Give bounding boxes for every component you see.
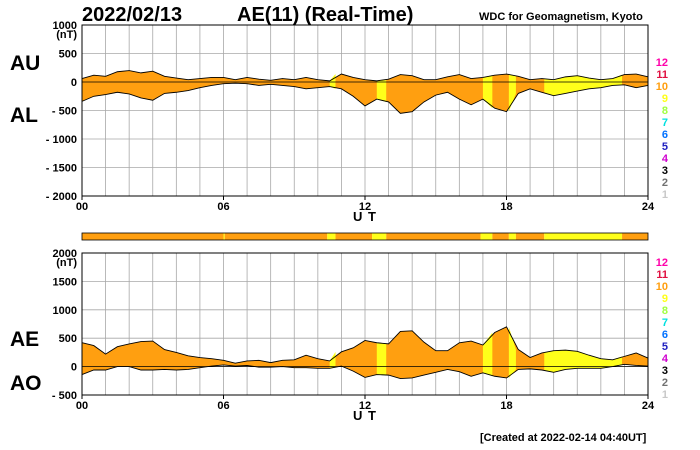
ae-ao-scale-level: 4: [662, 353, 669, 365]
ae-ao-x-tick: 12: [359, 400, 371, 412]
ae-ao-scale-level: 2: [662, 377, 668, 389]
au-al-y-tick: 1000: [53, 20, 77, 32]
activity-bar-segment: [492, 233, 509, 240]
au-al-scale-level: 1: [662, 189, 668, 201]
ae-ao-x-label: U T: [353, 408, 377, 423]
au-al-y-label: (nT): [56, 29, 77, 41]
au-al-x-tick: 06: [217, 201, 229, 213]
activity-bar-segment: [327, 233, 336, 240]
au-al-scale-level: 7: [662, 117, 668, 129]
au-al-quiet-band: [376, 79, 387, 102]
ae-ao-scale-level: 12: [656, 257, 668, 269]
ae-ao-quiet-band: [508, 326, 516, 378]
chart-title: AE(11) (Real-Time): [237, 4, 414, 26]
activity-bar-segment: [480, 233, 493, 240]
au-al-y-tick: - 2000: [46, 191, 77, 203]
activity-bar-segment: [386, 233, 481, 240]
au-al-quiet-band: [544, 74, 623, 96]
au-al-scale-level: 6: [662, 129, 668, 141]
au-al-scale-level: 2: [662, 177, 668, 189]
ae-ao-y-tick: 500: [59, 333, 77, 345]
ae-ao-quiet-band: [482, 332, 493, 377]
au-al-quiet-band: [508, 74, 516, 112]
au-al-x-tick: 24: [642, 201, 655, 213]
chart-date: 2022/02/13: [82, 4, 183, 26]
ae-ao-y-tick: 1500: [53, 276, 77, 288]
au-al-scale-level: 11: [656, 69, 668, 81]
au-al-y-tick: - 1500: [46, 163, 77, 175]
activity-bar-segment: [544, 233, 623, 240]
ae-ao-quiet-band: [376, 342, 387, 376]
au-al-y-tick: - 1000: [46, 134, 77, 146]
au-label: AU: [10, 52, 41, 75]
au-al-scale-level: 12: [656, 57, 668, 69]
created-timestamp: [Created at 2022-02-14 04:40UT]: [480, 432, 647, 444]
ae-ao-scale-level: 9: [662, 293, 668, 305]
au-al-scale-level: 9: [662, 93, 668, 105]
ae-ao-y-tick: - 500: [52, 390, 77, 402]
ae-ao-band: [82, 326, 648, 379]
activity-bar-segment: [622, 233, 648, 240]
ae-ao-lower-line: [81, 363, 649, 379]
au-al-upper-line: [81, 70, 649, 82]
ae-ao-y-label: (nT): [56, 257, 77, 269]
activity-bar-segment: [372, 233, 387, 240]
ae-ao-quiet-band: [329, 351, 336, 369]
ae-ao-scale-level: 8: [662, 305, 668, 317]
al-label: AL: [10, 104, 38, 127]
ae-ao-scale-level: 10: [656, 281, 668, 293]
ae-ao-scale-level: 11: [656, 269, 668, 281]
activity-bar-segment: [515, 233, 545, 240]
ae-ao-upper-line: [81, 326, 649, 364]
ae-ao-scale-level: 5: [662, 341, 668, 353]
au-al-lower-line: [81, 82, 649, 114]
ae-ao-x-tick: 00: [76, 400, 88, 412]
ae-ao-y-tick: 0: [71, 362, 77, 374]
au-al-scale-level: 8: [662, 105, 668, 117]
organization-label: WDC for Geomagnetism, Kyoto: [479, 11, 643, 23]
ae-ao-scale-level: 7: [662, 317, 668, 329]
au-al-y-tick: - 500: [52, 106, 77, 118]
activity-bar-segment: [224, 233, 328, 240]
au-al-x-label: U T: [353, 209, 377, 224]
au-al-y-tick: 500: [59, 49, 77, 61]
au-al-x-tick: 18: [500, 201, 512, 213]
ae-ao-scale-level: 6: [662, 329, 668, 341]
ae-ao-x-tick: 18: [500, 400, 512, 412]
au-al-x-tick: 12: [359, 201, 371, 213]
ao-label: AO: [10, 372, 42, 395]
ae-label: AE: [10, 328, 40, 351]
activity-bar-segment: [335, 233, 373, 240]
ae-ao-y-tick: 2000: [53, 248, 77, 260]
ae-ao-x-tick: 06: [217, 400, 229, 412]
au-al-band: [82, 70, 648, 114]
activity-bar-segment: [508, 233, 516, 240]
au-al-quiet-band: [482, 75, 493, 109]
au-al-x-tick: 00: [76, 201, 88, 213]
au-al-scale-level: 5: [662, 141, 668, 153]
activity-bar-segment: [223, 233, 225, 240]
ae-ao-x-tick: 24: [642, 400, 655, 412]
activity-bar-segment: [82, 233, 224, 240]
au-al-y-tick: 0: [71, 77, 77, 89]
ae-ao-y-tick: 1000: [53, 305, 77, 317]
ae-ao-scale-level: 1: [662, 389, 668, 401]
activity-bar-frame: [81, 232, 649, 241]
au-al-scale-level: 10: [656, 81, 668, 93]
ae-ao-scale-level: 3: [662, 365, 668, 377]
au-al-quiet-band: [329, 74, 336, 89]
au-al-scale-level: 3: [662, 165, 668, 177]
au-al-scale-level: 4: [662, 153, 669, 165]
